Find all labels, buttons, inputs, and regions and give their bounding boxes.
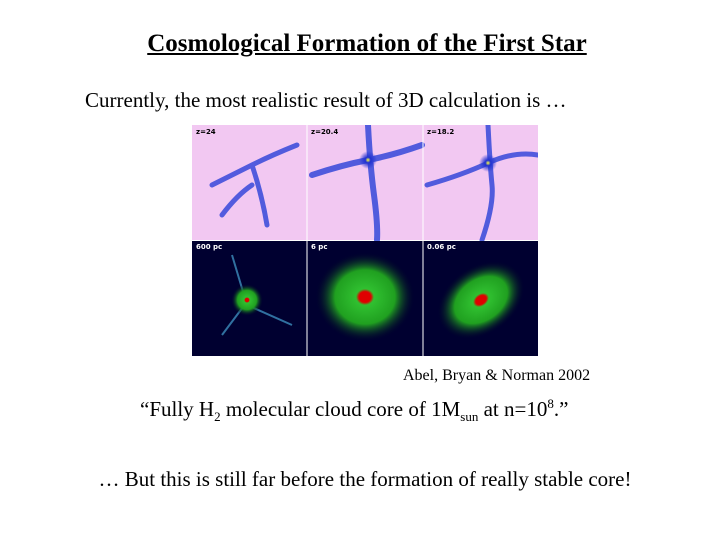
quote-text: at n=10: [478, 397, 548, 421]
slide-title: Cosmological Formation of the First Star: [147, 30, 587, 57]
quote: “Fully H2 molecular cloud core of 1Msun …: [140, 396, 568, 425]
citation: Abel, Bryan & Norman 2002: [403, 367, 591, 384]
simulation-image: z=24 z=20.4 z=18.2 600 pc 6 pc 0.06 pc: [192, 125, 538, 356]
panel-label: 6 pc: [311, 243, 327, 251]
quote-text: “Fully H: [140, 397, 215, 421]
quote-text: molecular cloud core of 1M: [220, 397, 461, 421]
quote-text: .”: [553, 397, 569, 421]
closing-text: … But this is still far before the forma…: [98, 467, 632, 491]
intro-text: Currently, the most realistic result of …: [85, 88, 567, 112]
panel-label: z=24: [196, 128, 216, 136]
subscript: 2: [214, 409, 221, 425]
panel-label: z=20.4: [311, 128, 338, 136]
panel-label: 0.06 pc: [427, 243, 456, 251]
panel-label: z=18.2: [427, 128, 454, 136]
panel-label: 600 pc: [196, 243, 222, 251]
superscript: 8: [547, 396, 554, 411]
subscript: sun: [460, 409, 479, 425]
